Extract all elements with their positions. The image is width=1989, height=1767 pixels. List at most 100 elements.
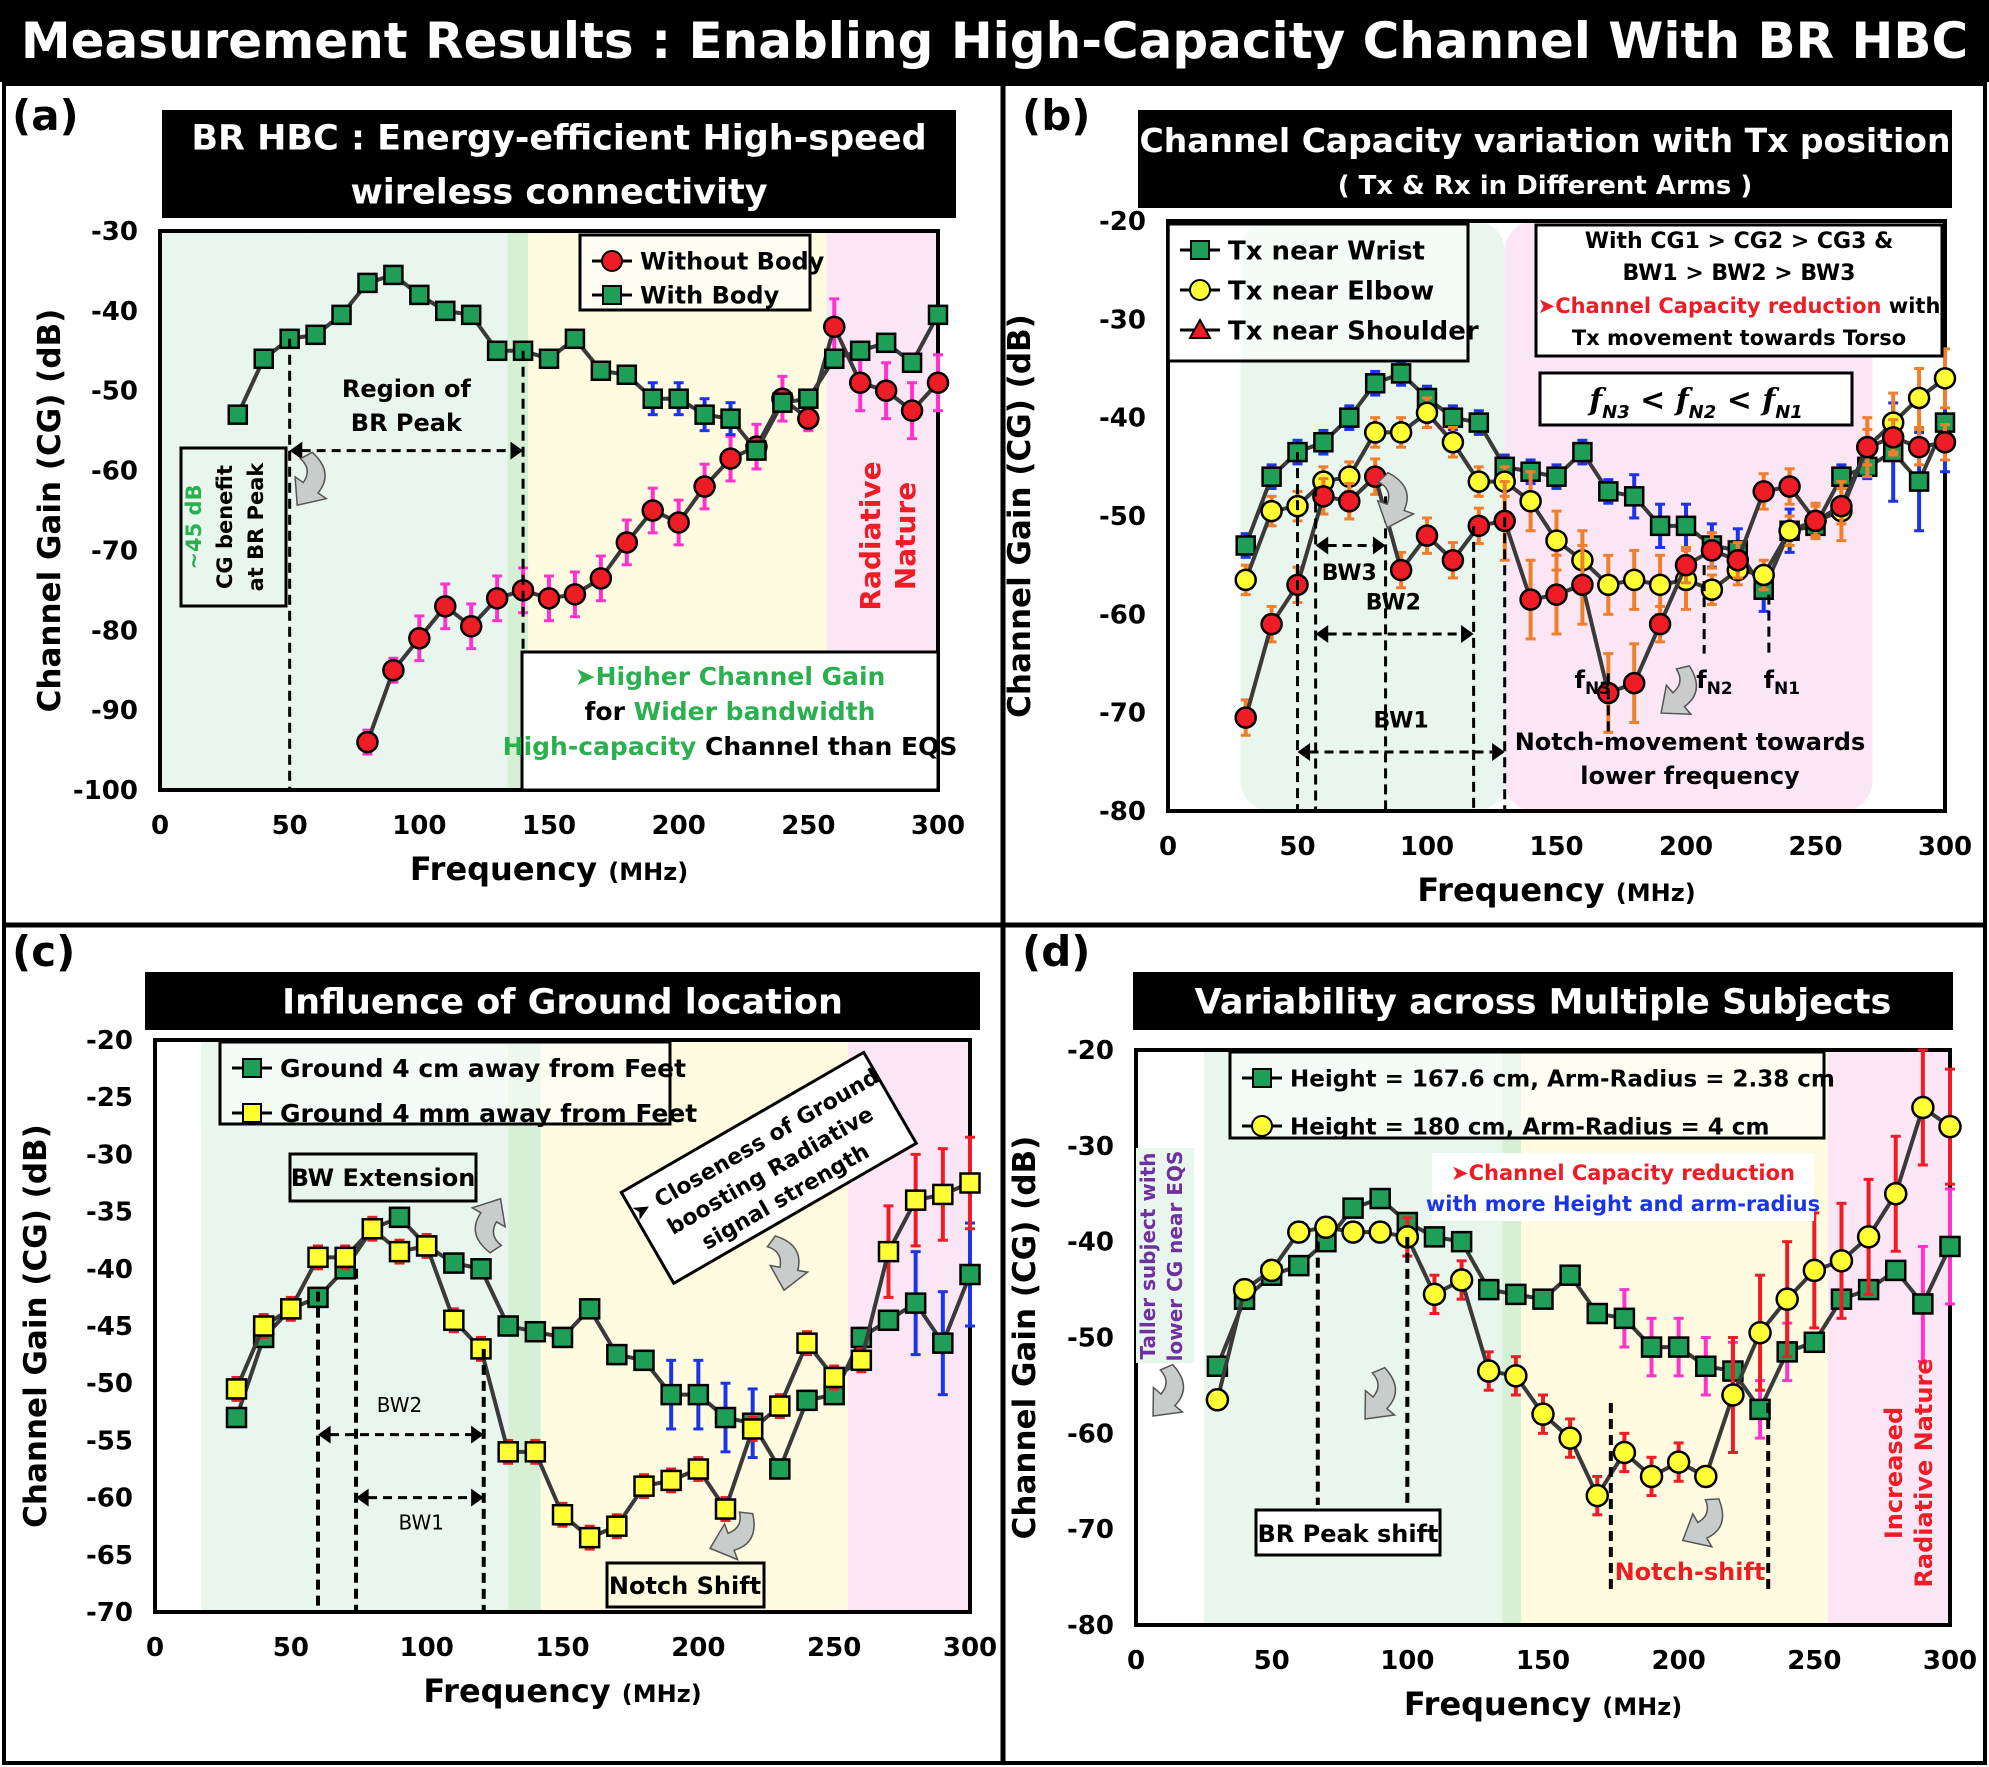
curved-arrow-icon [708, 1511, 755, 1561]
label-part: Frequency [1417, 871, 1615, 909]
series-line [1243, 435, 1946, 719]
data-point [694, 404, 715, 425]
data-point [1613, 1307, 1636, 1330]
data-point [225, 1406, 248, 1429]
data-point [1622, 568, 1646, 592]
data-point [1449, 1268, 1474, 1292]
data-point [769, 1458, 791, 1480]
x-tick-label: 150 [522, 811, 576, 841]
x-axis-label: Frequency (MHz) [410, 850, 688, 888]
legend-label: Height = 167.6 cm, Arm-Radius = 2.38 cm [1290, 1066, 1835, 1092]
x-tick-label: 0 [151, 811, 169, 841]
annotation: With CG1 > CG2 > CG3 & [1585, 229, 1894, 254]
data-point [1667, 1336, 1690, 1358]
data-point [874, 379, 898, 402]
data-point [551, 1504, 574, 1526]
data-point [1694, 1464, 1718, 1489]
data-point [1341, 1220, 1365, 1244]
data-point [1778, 475, 1801, 498]
data-point [1422, 1282, 1447, 1307]
data-point [1752, 480, 1775, 503]
curved-arrow-icon [766, 1235, 810, 1292]
arrow-head [471, 1425, 484, 1444]
y-tick-label: -90 [91, 696, 138, 726]
data-point [1802, 1258, 1827, 1283]
data-point [1441, 549, 1465, 572]
panel-c: 0 50 100 150 200 250 300 -20 -25 -30 -35 -40 -45 -50 -… [12, 927, 997, 1710]
curved-arrow-shape [1681, 1498, 1724, 1548]
annotation: for Wider bandwidth [585, 697, 876, 726]
data-point [642, 388, 663, 409]
label-part: ➤Channel Capacity reduction [1538, 294, 1882, 318]
data-point [823, 1366, 845, 1389]
data-point [1700, 539, 1724, 562]
data-point [633, 1349, 655, 1372]
y-tick-label: -40 [1067, 1228, 1114, 1258]
annotation: Radiative [854, 461, 887, 610]
x-axis-label: Frequency (MHz) [1404, 1685, 1682, 1723]
data-point [486, 340, 508, 362]
series-1 [225, 1135, 981, 1551]
data-point [848, 371, 872, 394]
data-point [1884, 1259, 1907, 1282]
data-point [1468, 412, 1490, 433]
annotation: ~45 dB [182, 484, 206, 569]
data-point [1559, 1264, 1581, 1286]
data-point [1726, 549, 1750, 572]
data-point [959, 1263, 981, 1286]
data-point [1368, 1220, 1392, 1244]
arrow-head [1461, 625, 1474, 643]
annotation: BW Extension [291, 1164, 476, 1192]
data-point [1342, 1197, 1364, 1219]
panel-title: wireless connectivity [350, 172, 767, 212]
data-point [796, 1332, 818, 1354]
data-point [1938, 1114, 1962, 1139]
y-tick-label: -40 [91, 297, 138, 327]
y-tick-label: -20 [1067, 1036, 1114, 1066]
annotation: ➤Higher Channel Gain [575, 662, 886, 691]
data-point [388, 1240, 411, 1263]
arrow-head [289, 441, 303, 460]
x-tick-label: 50 [273, 1633, 309, 1663]
label-part: with [1882, 294, 1941, 318]
legend-marker [601, 250, 623, 272]
data-point [1804, 509, 1827, 533]
curved-arrow-shape [766, 1235, 810, 1292]
arrow-head [1372, 536, 1386, 555]
legend-marker [1251, 1115, 1273, 1137]
data-point [305, 324, 326, 346]
data-point [1205, 1388, 1230, 1412]
y-tick-label: -60 [1099, 600, 1146, 630]
panel-title-bg [162, 110, 956, 218]
data-point [1912, 1293, 1934, 1315]
series-1 [1205, 1048, 1962, 1517]
bw-label: BW1 [398, 1511, 444, 1535]
x-tick-label: 200 [1652, 1646, 1706, 1676]
data-point [1666, 1450, 1691, 1474]
data-point [824, 348, 845, 370]
frequency-region [1240, 221, 1505, 811]
data-point [563, 583, 587, 606]
data-point [1803, 1331, 1826, 1354]
data-point [1259, 1258, 1284, 1283]
panel-title: Channel Capacity variation with Tx posit… [1140, 121, 1951, 160]
data-point [1598, 481, 1619, 502]
data-point [693, 475, 716, 498]
data-point [1856, 1225, 1881, 1249]
data-point [932, 1183, 954, 1206]
legend-marker [602, 285, 622, 305]
annotation: ➤Channel Capacity reduction [1451, 1161, 1795, 1185]
data-point [714, 1406, 737, 1429]
curved-arrow-icon [1660, 664, 1698, 716]
y-tick-label: -80 [1067, 1611, 1114, 1641]
curved-arrow-shape [470, 1197, 507, 1254]
data-point [1572, 441, 1593, 463]
data-point [616, 364, 638, 385]
data-point [1695, 1355, 1717, 1377]
y-tick-label: -50 [1099, 502, 1146, 532]
x-axis-label: Frequency (MHz) [423, 1672, 701, 1710]
annotation: at BR Peak [244, 462, 268, 592]
y-axis-label: Channel Gain (CG) (dB) [18, 1124, 54, 1528]
data-point [1675, 515, 1697, 537]
y-tick-label: -80 [1099, 797, 1146, 827]
